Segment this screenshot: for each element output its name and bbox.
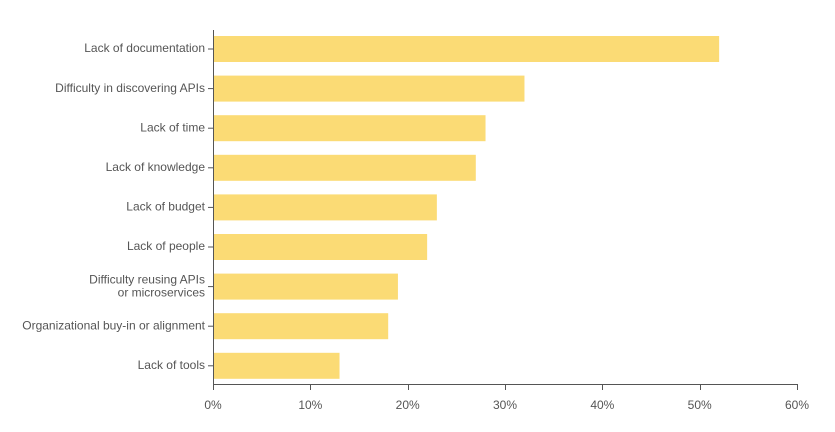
category-label-line: Lack of documentation bbox=[84, 41, 205, 55]
bar bbox=[213, 36, 720, 62]
category-label-line: Lack of tools bbox=[138, 358, 205, 372]
category-label: Lack of tools bbox=[138, 358, 205, 372]
category-label: Difficulty reusing APIs or microservices bbox=[89, 272, 205, 299]
y-axis: Lack of documentation Difficulty in disco… bbox=[22, 30, 214, 384]
bar bbox=[213, 352, 340, 379]
x-tick-label: 0% bbox=[204, 398, 222, 412]
category-label: Lack of documentation bbox=[84, 41, 205, 55]
x-tick-label: 60% bbox=[785, 398, 809, 412]
category-label: Lack of people bbox=[127, 239, 205, 253]
bars-group bbox=[213, 36, 720, 379]
bar bbox=[213, 273, 398, 300]
category-label-line: Difficulty in discovering APIs bbox=[55, 81, 205, 95]
category-label-line: Lack of people bbox=[127, 239, 205, 253]
bar bbox=[213, 115, 486, 142]
x-tick-label: 40% bbox=[590, 398, 614, 412]
category-label: Lack of knowledge bbox=[106, 160, 206, 174]
bar bbox=[213, 154, 476, 181]
x-axis: 0% 10% 20% 30% 40% 50% 60% bbox=[204, 384, 809, 412]
x-tick-label: 20% bbox=[396, 398, 420, 412]
category-label: Lack of budget bbox=[126, 200, 205, 214]
bar bbox=[213, 313, 389, 340]
bar bbox=[213, 75, 525, 102]
category-label-line: Lack of time bbox=[140, 120, 205, 134]
category-label: Difficulty in discovering APIs bbox=[55, 81, 205, 95]
category-label-line: Organizational buy-in or alignment bbox=[22, 318, 205, 332]
x-tick-label: 10% bbox=[298, 398, 322, 412]
category-label-line: or microservices bbox=[118, 285, 205, 299]
category-label-line: Lack of knowledge bbox=[106, 160, 206, 174]
bar bbox=[213, 234, 428, 260]
category-label: Lack of time bbox=[140, 120, 205, 134]
category-label-line: Difficulty reusing APIs bbox=[89, 272, 205, 286]
x-tick-label: 30% bbox=[493, 398, 517, 412]
category-label-line: Lack of budget bbox=[126, 200, 205, 214]
x-tick-label: 50% bbox=[688, 398, 712, 412]
category-label: Organizational buy-in or alignment bbox=[22, 318, 205, 332]
bar bbox=[213, 194, 437, 221]
